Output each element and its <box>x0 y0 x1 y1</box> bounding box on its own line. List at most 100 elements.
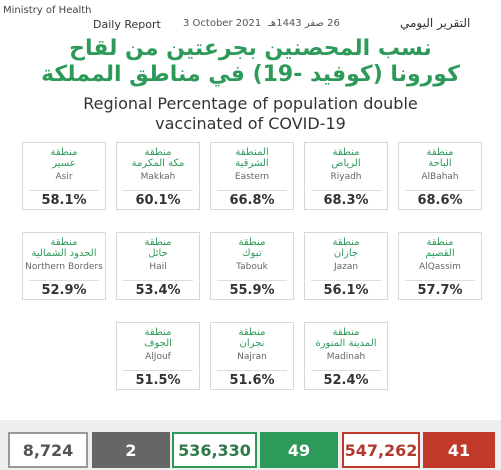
divider <box>405 280 475 281</box>
date-hijri: 26 صفر 1443هـ <box>268 18 340 29</box>
divider <box>311 370 381 371</box>
divider <box>217 190 287 191</box>
region-card: منطقة المدينة المنورة Madinah 52.4% <box>304 322 388 390</box>
region-arabic-line: منطقة <box>238 237 266 248</box>
region-arabic-line: الباحة <box>428 158 452 169</box>
region-english: Tabouk <box>236 262 268 272</box>
region-percent: 60.1% <box>135 193 181 208</box>
region-percent: 68.3% <box>323 193 369 208</box>
region-arabic-line: منطقة <box>332 327 360 338</box>
region-arabic-line: منطقة <box>50 237 78 248</box>
region-english: Eastern <box>234 172 270 182</box>
region-arabic-line: المنطقة <box>235 147 269 158</box>
stat-box: 536,330 <box>172 432 257 468</box>
region-arabic-line: منطقة <box>426 147 454 158</box>
region-arabic-line: جازان <box>333 248 359 259</box>
title-ar: نسب المحصنين بجرعتين من لقاح <box>69 36 432 61</box>
region-percent: 57.7% <box>417 283 463 298</box>
region-card: منطقة مكة المكرمة Makkah 60.1% <box>116 142 200 210</box>
region-arabic-line: منطقة <box>238 327 266 338</box>
region-arabic-line: مكة المكرمة <box>131 158 185 169</box>
region-card: منطقة القصيم AlQassim 57.7% <box>398 232 482 300</box>
region-arabic: المنطقة الشرقية <box>211 147 293 169</box>
region-card: منطقة عسير Asir 58.1% <box>22 142 106 210</box>
region-arabic-line: منطقة <box>144 327 172 338</box>
region-percent: 68.6% <box>417 193 463 208</box>
region-arabic: منطقة الباحة <box>399 147 481 169</box>
region-arabic-line: منطقة <box>50 147 78 158</box>
region-arabic-line: منطقة <box>332 147 360 158</box>
divider <box>217 280 287 281</box>
region-arabic: منطقة المدينة المنورة <box>305 327 387 349</box>
region-arabic-line: حائل <box>148 248 168 259</box>
region-arabic-line: الرياض <box>331 158 361 169</box>
region-card: المنطقة الشرقية Eastern 66.8% <box>210 142 294 210</box>
region-arabic-line: منطقة <box>426 237 454 248</box>
region-english: Madinah <box>326 352 366 362</box>
region-arabic: منطقة عسير <box>23 147 105 169</box>
stat-box: 547,262 <box>342 432 420 468</box>
region-card: منطقة جازان Jazan 56.1% <box>304 232 388 300</box>
region-arabic: منطقة حائل <box>117 237 199 259</box>
stat-box: 49 <box>260 432 338 468</box>
region-arabic-line: نجران <box>239 338 265 349</box>
region-arabic-line: الحدود الشمالية <box>31 248 97 259</box>
region-percent: 52.9% <box>41 283 87 298</box>
region-card: منطقة الجوف AlJouf 51.5% <box>116 322 200 390</box>
divider <box>217 370 287 371</box>
region-arabic: منطقة جازان <box>305 237 387 259</box>
divider <box>29 190 99 191</box>
region-percent: 55.9% <box>229 283 275 298</box>
date-en: 3 October 2021 <box>183 18 262 29</box>
region-english: AlJouf <box>145 352 171 362</box>
region-english: Hail <box>149 262 167 272</box>
title-en: Regional Percentage of population double <box>83 94 418 113</box>
region-card: منطقة نجران Najran 51.6% <box>210 322 294 390</box>
divider <box>123 370 193 371</box>
region-card: منطقة الباحة AlBahah 68.6% <box>398 142 482 210</box>
region-english: Riyadh <box>330 172 362 182</box>
region-arabic-line: الجوف <box>144 338 172 349</box>
region-percent: 52.4% <box>323 373 369 388</box>
region-english: Jazan <box>333 262 359 272</box>
title-ar: كورونا (كوفيد -19) في مناطق المملكة <box>41 62 460 87</box>
stat-box: 2 <box>92 432 170 468</box>
region-arabic: منطقة الجوف <box>117 327 199 349</box>
divider <box>29 280 99 281</box>
region-arabic-line: عسير <box>52 158 76 169</box>
top-edge <box>0 0 501 2</box>
region-arabic-line: منطقة <box>144 147 172 158</box>
region-arabic: منطقة نجران <box>211 327 293 349</box>
divider <box>311 280 381 281</box>
region-arabic: منطقة الرياض <box>305 147 387 169</box>
region-card: منطقة الحدود الشمالية Northern Borders 52.9… <box>22 232 106 300</box>
region-english: Asir <box>55 172 73 182</box>
divider <box>123 280 193 281</box>
region-percent: 66.8% <box>229 193 275 208</box>
region-arabic-line: المدينة المنورة <box>315 338 377 349</box>
region-arabic-line: منطقة <box>332 237 360 248</box>
report-ar: التقرير اليومي <box>400 16 471 30</box>
region-card: منطقة تبوك Tabouk 55.9% <box>210 232 294 300</box>
region-percent: 51.5% <box>135 373 181 388</box>
region-arabic: منطقة الحدود الشمالية <box>23 237 105 259</box>
region-percent: 51.6% <box>229 373 275 388</box>
title-en: vaccinated of COVID-19 <box>155 114 346 133</box>
ministry: Ministry of Health <box>3 5 92 16</box>
divider <box>405 190 475 191</box>
region-percent: 53.4% <box>135 283 181 298</box>
region-english: Najran <box>237 352 267 362</box>
region-arabic-line: الشرقية <box>235 158 269 169</box>
region-card: منطقة الرياض Riyadh 68.3% <box>304 142 388 210</box>
region-arabic-line: منطقة <box>144 237 172 248</box>
report-en: Daily Report <box>93 18 161 31</box>
stat-box: 8,724 <box>8 432 88 468</box>
region-english: Makkah <box>140 172 176 182</box>
region-arabic: منطقة مكة المكرمة <box>117 147 199 169</box>
region-arabic-line: تبوك <box>242 248 262 259</box>
region-english: Northern Borders <box>25 262 103 272</box>
region-percent: 58.1% <box>41 193 87 208</box>
region-english: AlBahah <box>421 172 459 182</box>
region-english: AlQassim <box>419 262 461 272</box>
